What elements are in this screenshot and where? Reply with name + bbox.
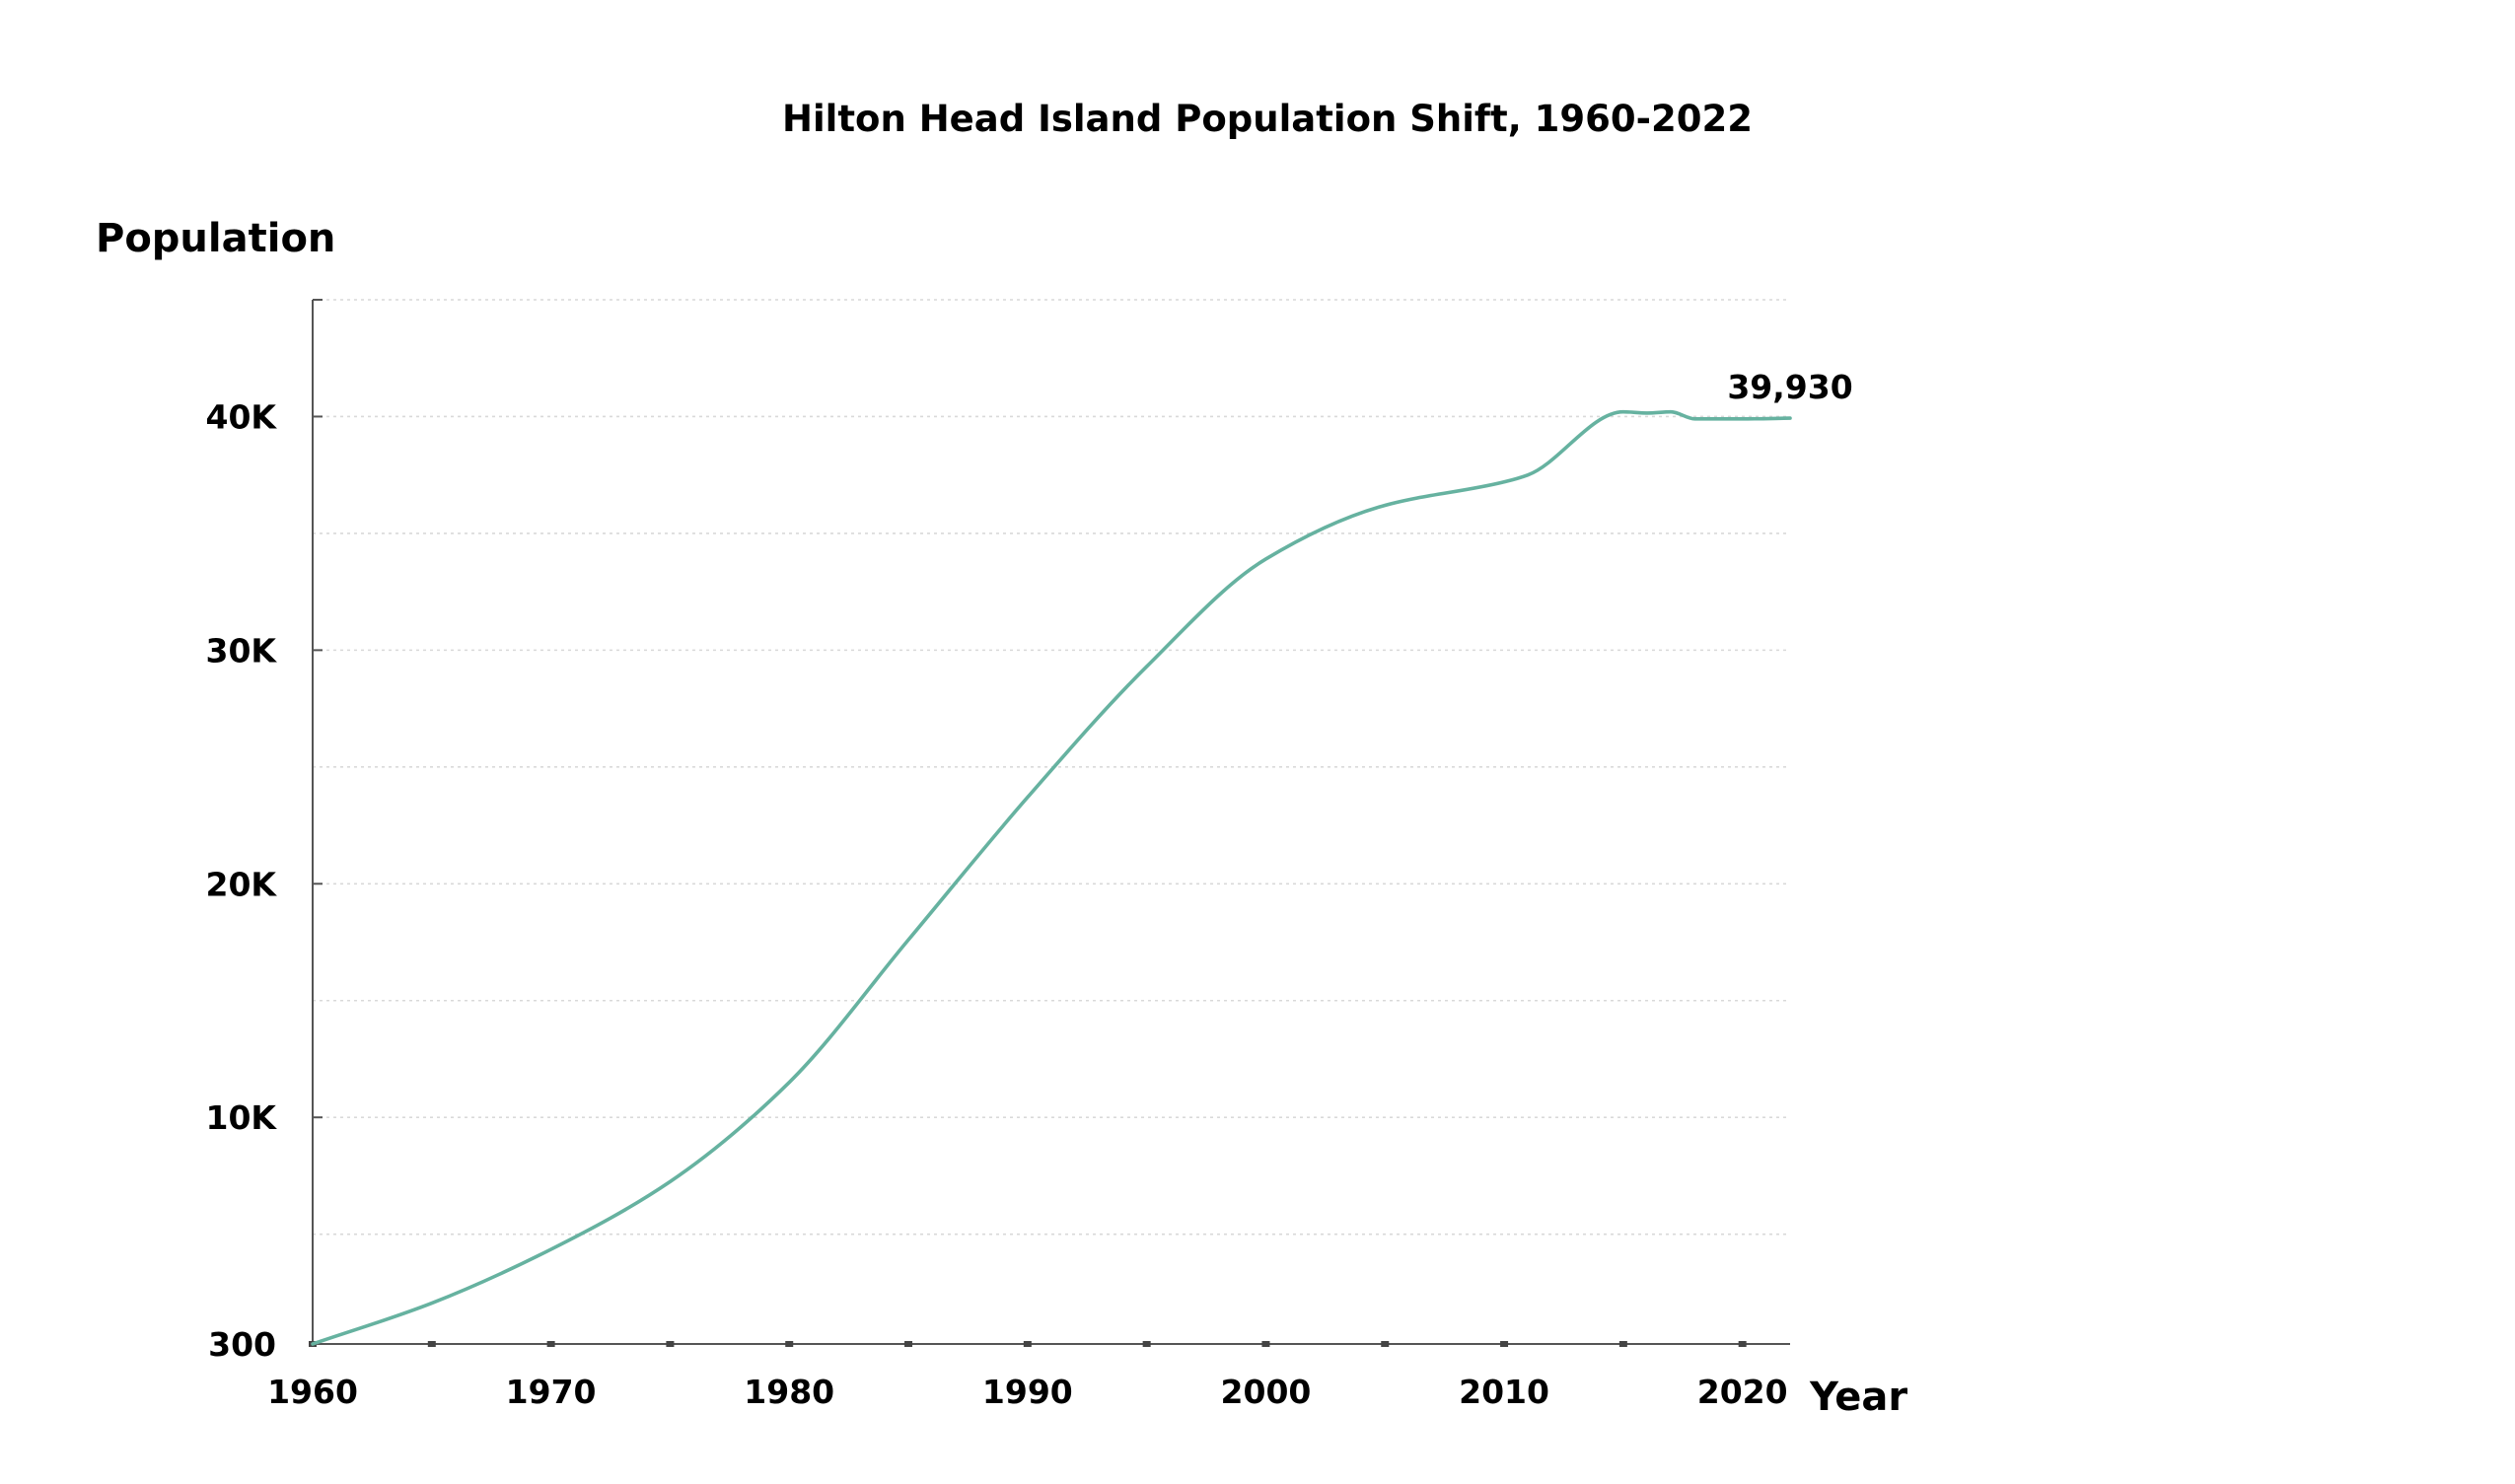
x-tick-mark — [904, 1341, 913, 1347]
x-tick-mark — [785, 1341, 794, 1347]
x-tick-mark — [1500, 1341, 1509, 1347]
x-tick-mark — [546, 1341, 555, 1347]
series-layer — [311, 409, 1792, 1346]
x-tick-label: 1980 — [744, 1373, 834, 1411]
x-tick-mark — [1261, 1341, 1270, 1347]
x-tick-mark — [1023, 1341, 1032, 1347]
end-value-label: 39,930 — [1727, 368, 1852, 406]
y-axis-ticks: 300 10K 20K 30K 40K — [206, 299, 323, 1364]
x-tick-label: 2000 — [1221, 1373, 1312, 1411]
chart-title: Hilton Head Island Population Shift, 196… — [782, 98, 1753, 140]
x-tick-label: 2020 — [1697, 1373, 1788, 1411]
population-series-line — [311, 409, 1792, 1346]
x-tick-mark — [666, 1341, 675, 1347]
x-tick-mark — [1618, 1341, 1627, 1347]
x-tick-mark — [1381, 1341, 1390, 1347]
y-tick-label: 10K — [206, 1098, 278, 1137]
x-tick-label: 1970 — [506, 1373, 597, 1411]
x-tick-label: 1960 — [267, 1373, 358, 1411]
x-tick-label: 1990 — [982, 1373, 1073, 1411]
y-tick-label: 30K — [206, 631, 278, 670]
y-tick-label: 20K — [206, 865, 278, 903]
y-tick-label: 300 — [208, 1325, 276, 1364]
x-axis-title: Year — [1809, 1375, 1907, 1420]
x-tick-mark — [1738, 1341, 1747, 1347]
x-tick-label: 2010 — [1459, 1373, 1549, 1411]
x-tick-mark — [1142, 1341, 1151, 1347]
x-tick-mark — [427, 1341, 436, 1347]
gridlines — [313, 299, 1790, 1236]
y-tick-label: 40K — [206, 397, 278, 436]
x-axis-ticks: 1960 1970 1980 1990 2000 2010 2020 — [267, 1341, 1788, 1411]
y-axis-title: Population — [96, 216, 335, 261]
